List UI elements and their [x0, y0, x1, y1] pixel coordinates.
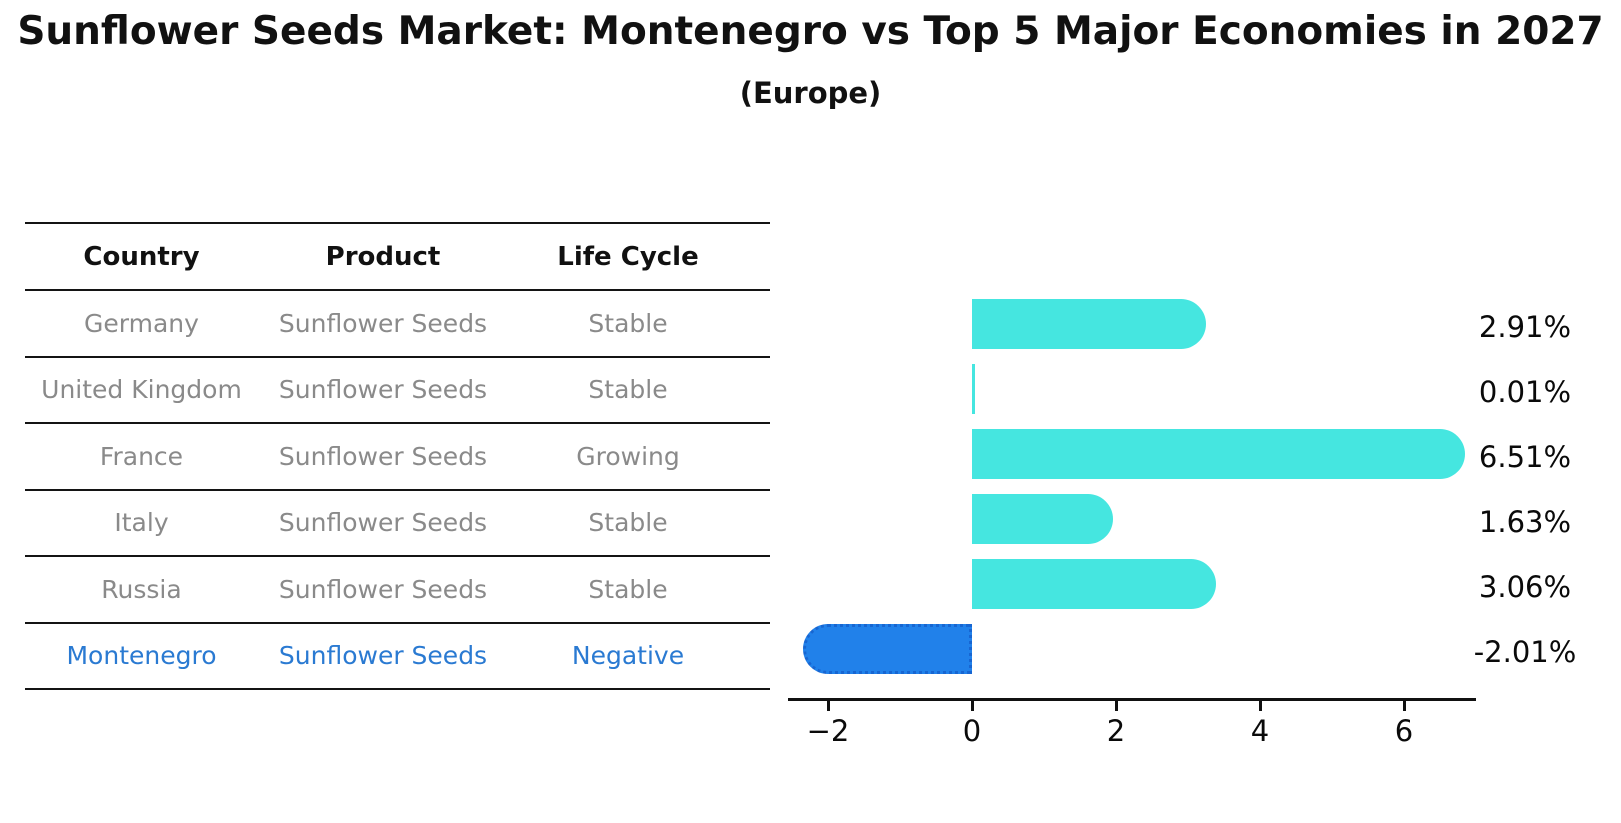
- bar-russia: [972, 559, 1217, 609]
- table-header-country: Country: [83, 241, 200, 272]
- table-row-italy: Italy Sunflower Seeds Stable: [25, 491, 770, 557]
- x-tick-label: −2: [806, 714, 850, 748]
- table-cell-country: United Kingdom: [41, 375, 242, 405]
- table-cell-country: Montenegro: [66, 641, 217, 671]
- table-header-product: Product: [325, 241, 441, 272]
- table-header-life-cycle: Life Cycle: [557, 241, 699, 272]
- bar-montenegro: [803, 624, 972, 674]
- table-cell-life-cycle: Negative: [571, 641, 685, 671]
- bar-germany: [972, 299, 1206, 349]
- table-cell-life-cycle: Stable: [588, 508, 668, 538]
- country-table: Country Product Life Cycle Germany Sunflo…: [25, 222, 770, 690]
- table-row-russia: Russia Sunflower Seeds Stable: [25, 557, 770, 624]
- table-cell-life-cycle: Stable: [588, 375, 668, 405]
- x-tick-label: 2: [1106, 714, 1126, 748]
- value-label-germany: 2.91%: [1478, 310, 1572, 344]
- x-tick-label: 6: [1394, 714, 1414, 748]
- table-cell-product: Sunflower Seeds: [278, 508, 488, 538]
- table-body: Germany Sunflower Seeds Stable United Kingd…: [25, 291, 770, 690]
- table-row-united-kingdom: United Kingdom Sunflower Seeds Stable: [25, 358, 770, 424]
- x-tick-mark: [826, 701, 830, 711]
- table-cell-product: Sunflower Seeds: [278, 641, 488, 671]
- bar-italy: [972, 494, 1114, 544]
- table-cell-country: Russia: [101, 574, 182, 604]
- value-label-montenegro: -2.01%: [1473, 635, 1577, 669]
- table-header-row: Country Product Life Cycle: [25, 224, 770, 291]
- value-label-france: 6.51%: [1478, 440, 1572, 474]
- table-cell-product: Sunflower Seeds: [278, 441, 488, 471]
- x-tick-mark: [970, 701, 974, 711]
- x-axis-line: [788, 698, 1476, 701]
- table-row-germany: Germany Sunflower Seeds Stable: [25, 291, 770, 358]
- table-cell-country: Italy: [114, 508, 169, 538]
- value-label-russia: 3.06%: [1478, 570, 1572, 604]
- x-tick-label: 0: [962, 714, 982, 748]
- x-tick-mark: [1114, 701, 1118, 711]
- table-cell-life-cycle: Growing: [576, 441, 680, 471]
- x-tick-mark: [1402, 701, 1406, 711]
- table-cell-life-cycle: Stable: [588, 574, 668, 604]
- table-cell-country: France: [99, 441, 184, 471]
- value-label-united-kingdom: 0.01%: [1478, 375, 1572, 409]
- table-cell-product: Sunflower Seeds: [278, 574, 488, 604]
- chart-subtitle: (Europe): [739, 76, 882, 110]
- table-row-montenegro: Montenegro Sunflower Seeds Negative: [25, 624, 770, 690]
- table-cell-life-cycle: Stable: [588, 308, 668, 338]
- x-tick-label: 4: [1250, 714, 1270, 748]
- bar-france: [972, 429, 1465, 479]
- table-cell-country: Germany: [84, 308, 199, 338]
- table-row-france: France Sunflower Seeds Growing: [25, 424, 770, 491]
- value-label-italy: 1.63%: [1478, 505, 1572, 539]
- x-tick-mark: [1258, 701, 1262, 711]
- chart-title: Sunflower Seeds Market: Montenegro vs To…: [17, 9, 1604, 54]
- bar-united-kingdom: [972, 364, 975, 414]
- table-cell-product: Sunflower Seeds: [278, 308, 488, 338]
- table-cell-product: Sunflower Seeds: [278, 375, 488, 405]
